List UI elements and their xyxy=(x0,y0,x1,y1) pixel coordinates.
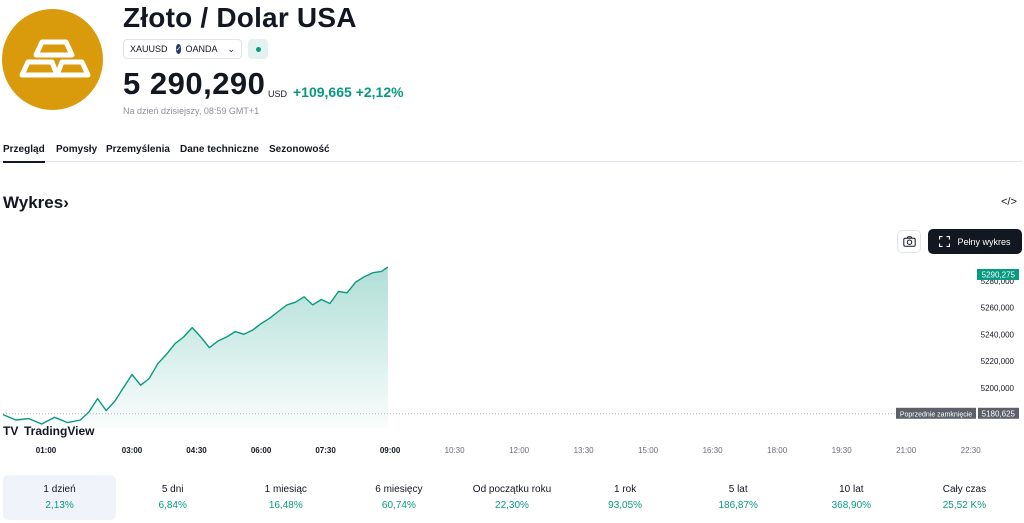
previous-close-value: 5180,625 xyxy=(982,409,1016,418)
range-button[interactable]: Cały czas 25,52 K% xyxy=(908,475,1021,520)
x-tick-label: 03:00 xyxy=(122,446,143,455)
camera-icon xyxy=(902,236,916,247)
gold-bars-icon xyxy=(19,39,91,78)
chevron-right-icon: › xyxy=(63,193,69,212)
range-change-value: 93,05% xyxy=(608,500,643,511)
price-change: +109,665 +2,12% xyxy=(293,84,404,100)
price-chart[interactable]: 5280,000 5260,000 5240,000 5220,000 5200,000… xyxy=(0,258,1024,458)
page-title: Złoto / Dolar USA xyxy=(123,2,357,33)
as-of-timestamp: Na dzień dzisiejszy, 08:59 GMT+1 xyxy=(123,106,260,116)
range-label: 1 rok xyxy=(613,484,637,495)
x-tick-label: 06:00 xyxy=(251,446,272,455)
verified-icon: ✓ xyxy=(175,44,182,54)
x-tick-label: 12:00 xyxy=(509,446,530,455)
range-button[interactable]: 5 lat 186,87% xyxy=(682,475,795,520)
x-tick-label: 04:30 xyxy=(186,446,207,455)
full-chart-button[interactable]: Pełny wykres xyxy=(928,229,1022,254)
range-change-value: 60,74% xyxy=(381,500,416,511)
chevron-down-icon: ⌄ xyxy=(227,43,235,54)
full-chart-label: Pełny wykres xyxy=(957,236,1011,247)
x-tick-label: 19:30 xyxy=(832,446,853,455)
current-price-label: 5290,275 xyxy=(982,270,1016,279)
range-button[interactable]: 1 rok 93,05% xyxy=(569,475,682,520)
y-tick-label: 5260,000 xyxy=(981,304,1015,313)
tab-minds[interactable]: Przemyślenia xyxy=(106,144,170,155)
range-label: 5 dni xyxy=(161,484,184,495)
range-button[interactable]: Od początku roku 22,30% xyxy=(455,475,568,520)
x-tick-label: 13:30 xyxy=(574,446,595,455)
price-value: 5 290,290 xyxy=(123,66,266,101)
market-status-icon[interactable] xyxy=(248,39,268,59)
range-change-value: 25,52 K% xyxy=(942,500,987,511)
symbol-label: XAUUSD xyxy=(130,44,168,54)
chart-section-title[interactable]: Wykres› xyxy=(3,193,69,213)
range-label: 10 lat xyxy=(839,484,864,495)
symbol-exchange-chip[interactable]: XAUUSD ✓ OANDA ⌄ xyxy=(123,39,242,59)
range-button[interactable]: 5 dni 6,84% xyxy=(116,475,229,520)
range-button[interactable]: 6 miesięcy 60,74% xyxy=(342,475,455,520)
previous-close-tag xyxy=(896,407,976,419)
range-change-value: 6,84% xyxy=(158,500,187,511)
x-tick-label: 15:00 xyxy=(638,446,659,455)
embed-code-icon[interactable]: </> xyxy=(1001,196,1017,208)
tab-ideas[interactable]: Pomysły xyxy=(56,144,98,155)
change-percent: +2,12% xyxy=(355,84,404,100)
tab-overview[interactable]: Przegląd xyxy=(3,144,45,163)
previous-close-label: Poprzednie zamknięcie xyxy=(900,411,972,418)
range-change-value: 22,30% xyxy=(495,500,529,511)
range-label: 1 dzień xyxy=(43,484,76,495)
currency-label: USD xyxy=(268,89,288,99)
change-absolute: +109,665 xyxy=(293,84,352,100)
x-tick-label: 21:00 xyxy=(896,446,917,455)
y-tick-label: 5220,000 xyxy=(981,357,1015,366)
range-button[interactable]: 10 lat 368,90% xyxy=(795,475,908,520)
range-change-value: 186,87% xyxy=(718,500,758,511)
tab-bar: Przegląd Pomysły Przemyślenia Dane techn… xyxy=(0,140,1022,163)
expand-icon xyxy=(939,236,951,247)
current-price-badge xyxy=(977,268,1019,280)
x-tick-label: 22:30 xyxy=(961,446,982,455)
exchange-label: OANDA xyxy=(185,44,218,54)
tab-seasonals[interactable]: Sezonowość xyxy=(269,144,330,155)
range-label: Cały czas xyxy=(942,484,987,495)
tab-technicals[interactable]: Dane techniczne xyxy=(180,144,259,155)
symbol-chips: XAUUSD ✓ OANDA ⌄ xyxy=(123,39,268,59)
x-tick-label: 09:00 xyxy=(380,446,401,455)
range-button[interactable]: 1 dzień 2,13% xyxy=(3,475,117,520)
x-tick-label: 01:00 xyxy=(36,446,57,455)
y-tick-label: 5200,000 xyxy=(981,384,1015,393)
range-selector: 1 dzień 2,13% 5 dni 6,84% 1 miesiąc 16,48% 6 m… xyxy=(3,475,1021,520)
snapshot-button[interactable] xyxy=(897,230,921,253)
range-change-value: 2,13% xyxy=(45,500,74,511)
range-button[interactable]: 1 miesiąc 16,48% xyxy=(229,475,342,520)
range-change-value: 16,48% xyxy=(268,500,303,511)
previous-close-value-badge xyxy=(978,407,1019,419)
tradingview-logo-icon: TV xyxy=(3,424,18,438)
x-tick-label: 07:30 xyxy=(315,446,336,455)
x-tick-label: 10:30 xyxy=(445,446,466,455)
y-tick-label: 5280,000 xyxy=(981,277,1015,286)
gold-logo xyxy=(2,9,103,110)
price-line xyxy=(2,266,389,425)
price-area xyxy=(3,267,388,428)
x-tick-label: 16:30 xyxy=(703,446,724,455)
range-label: 6 miesięcy xyxy=(375,484,423,495)
range-label: 1 miesiąc xyxy=(264,484,307,495)
range-change-value: 368,90% xyxy=(831,500,872,511)
range-label: 5 lat xyxy=(728,484,748,495)
x-tick-label: 18:00 xyxy=(767,446,788,455)
chart-section-label: Wykres xyxy=(3,193,64,212)
range-label: Od początku roku xyxy=(472,484,552,495)
y-tick-label: 5240,000 xyxy=(981,330,1015,339)
tradingview-watermark: TradingView xyxy=(24,424,95,438)
